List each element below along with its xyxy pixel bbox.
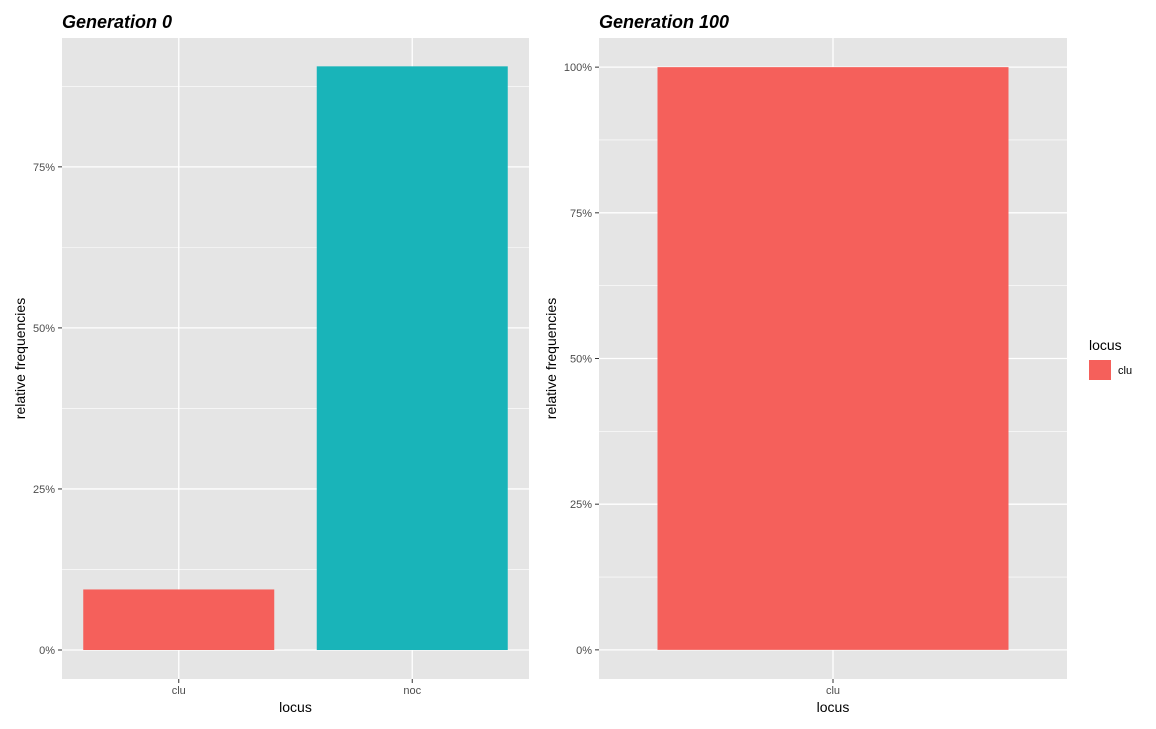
chart-title: Generation 0 [62,12,172,32]
x-tick-label: noc [403,685,421,697]
legend-key-clu [1089,360,1111,380]
x-tick-label: clu [826,685,840,697]
legend-title: locus [1089,337,1122,353]
y-axis-ticks: 0% 25% 50% 75% 100% [564,62,599,657]
y-axis-label: relative frequencies [543,298,559,419]
y-tick-label: 25% [33,484,55,496]
x-axis-label: locus [817,699,850,715]
chart-title: Generation 100 [599,12,729,32]
legend: locus clu [1089,337,1132,380]
legend-label-clu: clu [1118,365,1132,377]
y-tick-label: 25% [570,499,592,511]
chart-panel-generation-0: Generation 0 0% 25% 50% 75% clu noc locus re… [12,12,529,715]
y-tick-label: 75% [570,208,592,220]
y-tick-label: 0% [39,645,55,657]
x-axis-label: locus [279,699,312,715]
y-tick-label: 100% [564,62,592,74]
bar-clu [83,589,275,651]
y-axis-ticks: 0% 25% 50% 75% [33,162,62,657]
y-tick-label: 50% [33,323,55,335]
bars [83,66,508,651]
y-tick-label: 0% [576,645,592,657]
bars [657,67,1009,650]
y-tick-label: 75% [33,162,55,174]
bar-clu [657,67,1009,650]
y-axis-label: relative frequencies [12,298,28,419]
x-axis-ticks: clu noc [172,679,422,697]
x-axis-ticks: clu [826,679,840,697]
chart-panel-generation-100: Generation 100 0% 25% 50% 75% 100% clu locus… [543,12,1067,715]
bar-noc [316,66,508,651]
y-tick-label: 50% [570,354,592,366]
x-tick-label: clu [172,685,186,697]
